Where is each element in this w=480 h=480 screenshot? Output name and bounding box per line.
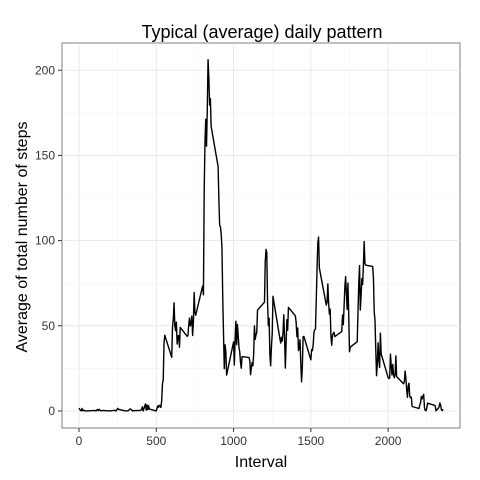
y-axis-title: Average of total number of steps <box>14 122 31 353</box>
y-tick-label: 100 <box>35 234 55 248</box>
major-gridlines <box>62 43 460 428</box>
y-tick-label: 0 <box>48 404 55 418</box>
x-tick-label: 1500 <box>297 434 324 448</box>
plot-panel <box>61 42 461 429</box>
series-layer <box>78 58 444 412</box>
y-axis-ticks: 0 50 100 150 200 <box>35 63 62 418</box>
minor-gridlines <box>62 43 460 428</box>
chart-title: Typical (average) daily pattern <box>141 22 382 42</box>
x-tick-label: 0 <box>76 434 83 448</box>
y-tick-label: 50 <box>42 319 56 333</box>
y-tick-label: 150 <box>35 148 55 162</box>
x-axis-title: Interval <box>235 454 287 471</box>
x-axis-ticks: 0 500 1000 1500 2000 <box>76 428 402 448</box>
x-tick-label: 500 <box>146 434 166 448</box>
x-tick-label: 2000 <box>375 434 402 448</box>
x-tick-label: 1000 <box>220 434 247 448</box>
series-line <box>78 58 444 412</box>
y-tick-label: 200 <box>35 63 55 77</box>
